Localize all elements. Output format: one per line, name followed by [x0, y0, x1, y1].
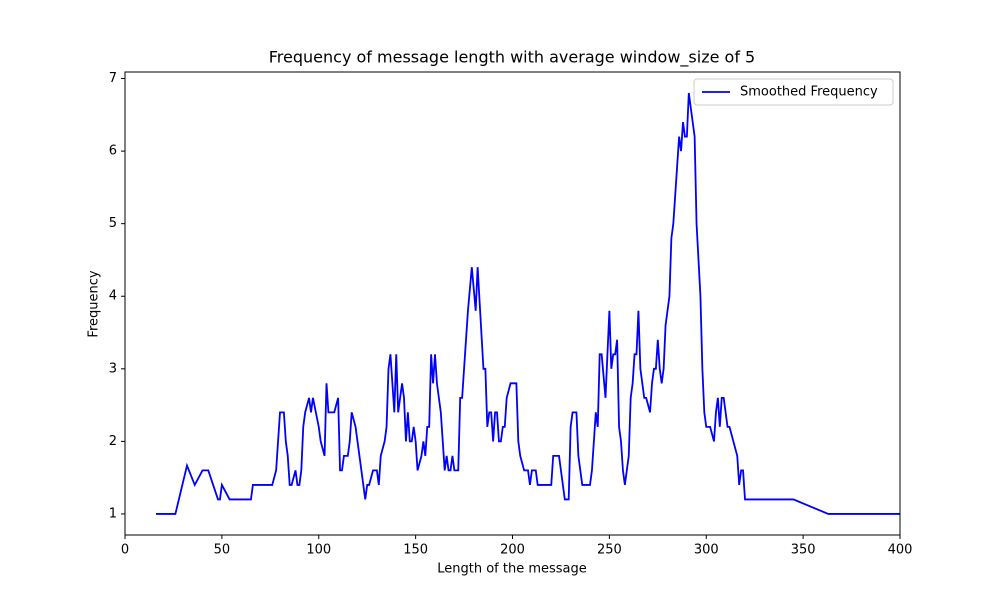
y-tick-label: 7	[109, 71, 117, 86]
x-tick-label: 0	[121, 543, 129, 558]
x-tick-label: 50	[214, 543, 231, 558]
x-tick-label: 250	[597, 543, 622, 558]
y-tick-label: 5	[109, 216, 117, 231]
x-tick-label: 350	[791, 543, 816, 558]
y-axis-label: Frequency	[87, 270, 102, 337]
line	[156, 92, 900, 515]
x-tick-label: 200	[500, 543, 525, 558]
legend-label: Smoothed Frequency	[740, 85, 878, 100]
y-tick-label: 4	[109, 289, 117, 304]
legend-box	[693, 78, 894, 106]
x-tick-label: 300	[694, 543, 719, 558]
y-tick-label: 1	[109, 506, 117, 521]
y-tick-label: 6	[109, 144, 117, 159]
x-axis-label: Length of the message	[437, 562, 587, 577]
chart-title: Frequency of message length with average…	[269, 48, 755, 68]
x-tick-label: 150	[403, 543, 428, 558]
x-tick-label: 400	[888, 543, 913, 558]
y-tick-label: 3	[109, 361, 117, 376]
y-tick-label: 2	[109, 434, 117, 449]
x-tick-label: 100	[306, 543, 331, 558]
plot-frame	[124, 71, 901, 536]
